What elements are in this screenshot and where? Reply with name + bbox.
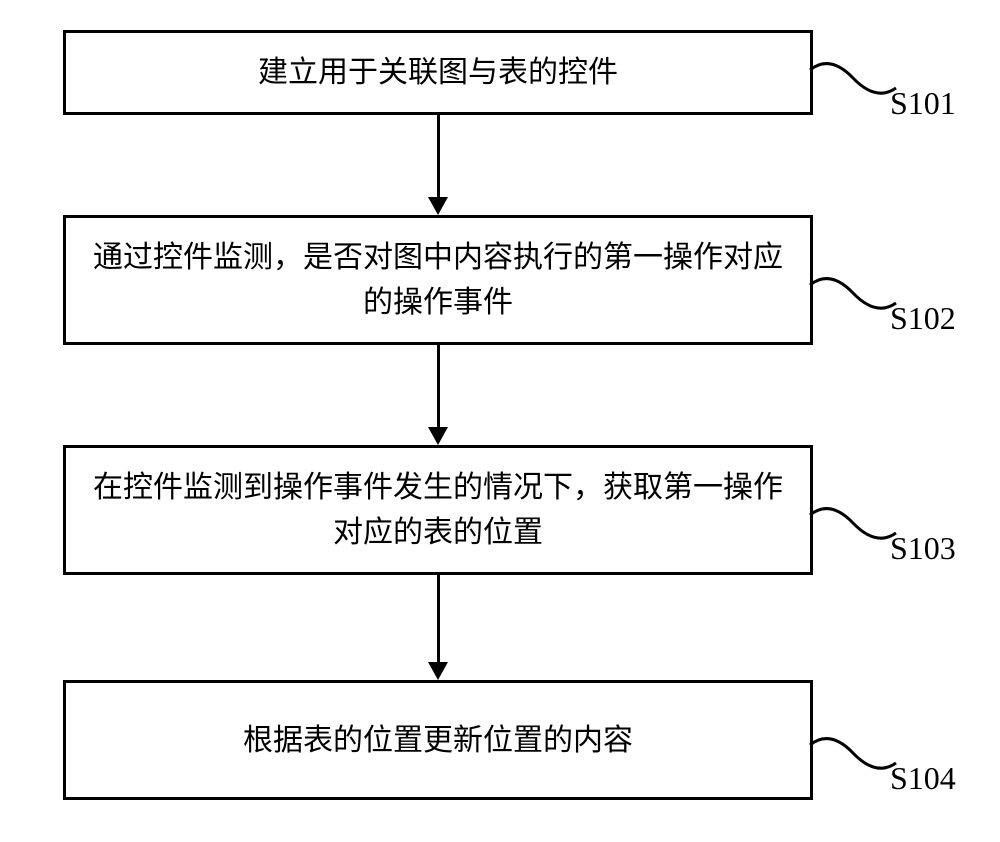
flow-node-4: 根据表的位置更新位置的内容	[63, 680, 813, 800]
arrow-2-3-head	[428, 427, 448, 445]
flow-node-2-text: 通过控件监测，是否对图中内容执行的第一操作对应的操作事件	[86, 235, 790, 325]
arrow-3-4-line	[437, 575, 440, 662]
flow-node-1: 建立用于关联图与表的控件	[63, 30, 813, 115]
flow-node-3-text: 在控件监测到操作事件发生的情况下，获取第一操作对应的表的位置	[86, 465, 790, 555]
flowchart-canvas: 建立用于关联图与表的控件 S101 通过控件监测，是否对图中内容执行的第一操作对…	[0, 0, 1000, 842]
flow-node-4-text: 根据表的位置更新位置的内容	[243, 718, 633, 763]
step-label-3: S103	[890, 530, 956, 567]
step-label-2: S102	[890, 300, 956, 337]
flow-node-1-text: 建立用于关联图与表的控件	[258, 50, 618, 95]
flow-node-3: 在控件监测到操作事件发生的情况下，获取第一操作对应的表的位置	[63, 445, 813, 575]
arrow-2-3-line	[437, 345, 440, 427]
step-label-1: S101	[890, 85, 956, 122]
wave-connector-3	[808, 505, 898, 545]
flow-node-2: 通过控件监测，是否对图中内容执行的第一操作对应的操作事件	[63, 215, 813, 345]
arrow-1-2-head	[428, 197, 448, 215]
step-label-4: S104	[890, 760, 956, 797]
wave-connector-2	[808, 275, 898, 315]
wave-connector-1	[808, 60, 898, 100]
arrow-3-4-head	[428, 662, 448, 680]
wave-connector-4	[808, 735, 898, 775]
arrow-1-2-line	[437, 115, 440, 197]
